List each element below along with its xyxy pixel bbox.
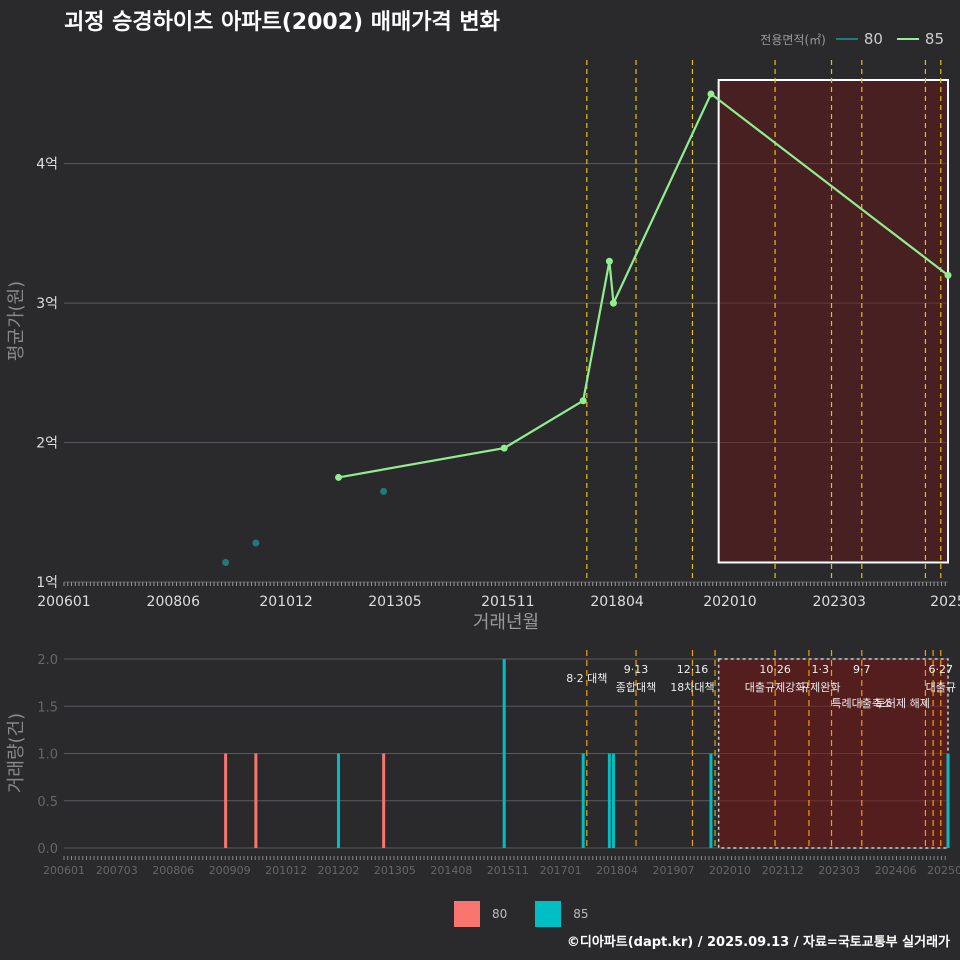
y-tick-label: 1억 bbox=[36, 575, 58, 591]
point-85 bbox=[579, 397, 587, 405]
bar-85 bbox=[502, 659, 506, 848]
bar-85 bbox=[709, 753, 713, 848]
y-tick-label: 2억 bbox=[36, 436, 58, 452]
annotation-label: 토허제 해제 bbox=[876, 696, 930, 710]
bar-80 bbox=[254, 753, 258, 848]
point-85 bbox=[707, 90, 715, 98]
x-tick-label: 201305 bbox=[368, 594, 421, 610]
x-tick-label: 201305 bbox=[374, 864, 416, 877]
x-tick-label: 200703 bbox=[96, 864, 138, 877]
point-80 bbox=[380, 487, 388, 495]
bar-85 bbox=[611, 753, 615, 848]
x-tick-label: 201804 bbox=[590, 594, 644, 610]
point-85 bbox=[500, 444, 508, 452]
y-tick-label: 2.0 bbox=[37, 653, 58, 668]
x-tick-label: 202406 bbox=[875, 864, 917, 877]
legend-swatch-85 bbox=[896, 38, 919, 40]
legend-label-80: 80 bbox=[863, 30, 883, 48]
x-tick-label: 201012 bbox=[259, 594, 312, 610]
x-tick-label: 201701 bbox=[540, 864, 582, 877]
annotation-date: 9·13 bbox=[624, 663, 649, 676]
x-tick-label: 201804 bbox=[596, 864, 638, 877]
chart-title: 괴정 승경하이츠 아파트(2002) 매매가격 변화 bbox=[64, 10, 500, 35]
legend-bar-label-85: 85 bbox=[573, 907, 589, 921]
point-85 bbox=[335, 473, 343, 481]
legend-title: 전용면적(㎡) bbox=[760, 32, 826, 47]
bar-85 bbox=[607, 753, 611, 848]
y-tick-label: 1.0 bbox=[37, 748, 58, 763]
y-tick-label: 0.5 bbox=[37, 795, 58, 810]
footer-credit: ©디아파트(dapt.kr) / 2025.09.13 / 자료=국토교통부 실… bbox=[566, 935, 950, 950]
legend-label-85: 85 bbox=[924, 30, 944, 48]
x-tick-label: 201511 bbox=[487, 864, 529, 877]
annotation-date: 10·26 bbox=[759, 663, 791, 676]
highlight-box bbox=[717, 658, 949, 849]
x-tick-label: 201511 bbox=[481, 594, 534, 610]
point-85 bbox=[605, 257, 613, 265]
point-80 bbox=[252, 539, 260, 547]
annotation-date: 8·2 대책 bbox=[566, 672, 607, 685]
legend-top: 전용면적(㎡) 80 85 bbox=[760, 30, 952, 48]
annotation-date: 12·16 bbox=[677, 663, 709, 676]
x-tick-label: 202509 bbox=[927, 864, 960, 877]
point-80 bbox=[222, 558, 230, 566]
annotation-date: 9·7 bbox=[853, 663, 871, 676]
highlight-box bbox=[717, 79, 949, 564]
y-tick-label: 3억 bbox=[36, 296, 58, 312]
y-tick-label: 4억 bbox=[36, 157, 58, 173]
y-tick-label: 0.0 bbox=[37, 842, 58, 857]
bar-80 bbox=[382, 753, 386, 848]
legend-bottom: 80 85 bbox=[454, 901, 589, 927]
point-85 bbox=[944, 271, 952, 279]
x-tick-label: 201012 bbox=[265, 864, 307, 877]
x-tick-label: 200601 bbox=[43, 864, 85, 877]
x-tick-label: 200909 bbox=[209, 864, 251, 877]
y-axis-title: 거래량(건) bbox=[6, 713, 27, 793]
legend-bar-swatch-80 bbox=[454, 901, 480, 927]
annotation-label: 규제완화 bbox=[800, 681, 840, 694]
legend-bar-label-80: 80 bbox=[492, 907, 508, 921]
x-tick-label: 201408 bbox=[430, 864, 472, 877]
annotation-label: 종합대책 bbox=[616, 681, 656, 694]
x-tick-label: 200806 bbox=[147, 594, 201, 610]
point-85 bbox=[609, 299, 617, 307]
bar-80 bbox=[224, 753, 228, 848]
volume-chart: 0.0 0.5 1.0 1.5 2.0 200601 200703 200806 200909 2… bbox=[6, 650, 960, 877]
price-chart: 1억 2억 3억 4억 200601 200806 201012 201305 201511 20… bbox=[6, 60, 960, 633]
bar-85 bbox=[946, 753, 950, 848]
annotation-label: 특례대출축소 bbox=[831, 697, 892, 710]
x-tick-label: 200806 bbox=[152, 864, 194, 877]
annotation-date: 1·3 bbox=[811, 663, 829, 676]
bar-85 bbox=[581, 753, 585, 848]
x-tick-label: 202112 bbox=[762, 864, 804, 877]
x-tick-label: 202303 bbox=[812, 594, 865, 610]
annotation-label: 대출규제강화 bbox=[745, 681, 806, 694]
x-tick-label: 202303 bbox=[818, 864, 860, 877]
x-tick-label: 201907 bbox=[652, 864, 694, 877]
annotation-label: 대출규 bbox=[926, 681, 956, 694]
x-tick-label: 202010 bbox=[703, 594, 756, 610]
y-tick-label: 1.5 bbox=[37, 700, 58, 715]
annotation-date: 6·27 bbox=[929, 663, 954, 676]
x-tick-label: 2025 bbox=[930, 594, 960, 610]
x-tick-label: 201202 bbox=[318, 864, 360, 877]
y-axis-title: 평균가(원) bbox=[6, 281, 27, 361]
annotation-label: 18차대책 bbox=[670, 681, 714, 694]
legend-bar-swatch-85 bbox=[535, 901, 562, 927]
x-tick-label: 200601 bbox=[37, 594, 90, 610]
x-tick-label: 202010 bbox=[709, 864, 751, 877]
bar-85 bbox=[337, 753, 341, 848]
legend-swatch-80 bbox=[835, 38, 858, 40]
x-axis-title: 거래년월 bbox=[473, 612, 539, 633]
